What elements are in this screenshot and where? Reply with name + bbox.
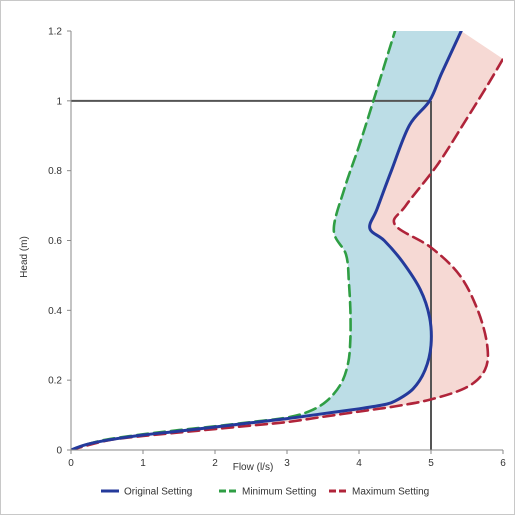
legend-label-original: Original Setting (124, 487, 192, 498)
legend-label-minimum: Minimum Setting (242, 487, 316, 498)
legend-label-maximum: Maximum Setting (352, 487, 429, 498)
y-tick-label: 0.6 (48, 236, 62, 247)
band-minimum-original (71, 31, 462, 450)
x-tick-label: 5 (428, 458, 434, 469)
x-tick-label: 6 (500, 458, 506, 469)
legend: Original Setting Minimum Setting Maximum S… (101, 487, 429, 498)
y-tick-label: 1 (56, 96, 62, 107)
band-original-maximum (71, 31, 503, 450)
x-tick-label: 1 (140, 458, 146, 469)
y-axis-label: Head (m) (19, 236, 30, 278)
x-tick-label: 0 (68, 458, 74, 469)
y-tick-label: 1.2 (48, 27, 62, 38)
series-line-original (71, 31, 463, 450)
x-tick-label: 2 (212, 458, 218, 469)
x-tick-label: 3 (284, 458, 290, 469)
y-tick-label: 0 (56, 446, 62, 457)
y-tick-label: 0.2 (48, 376, 62, 387)
x-axis-label: Flow (l/s) (233, 462, 274, 473)
y-tick-label: 0.8 (48, 166, 62, 177)
x-tick-label: 4 (356, 458, 362, 469)
series-line-maximum (71, 57, 503, 450)
y-tick-label: 0.4 (48, 306, 62, 317)
